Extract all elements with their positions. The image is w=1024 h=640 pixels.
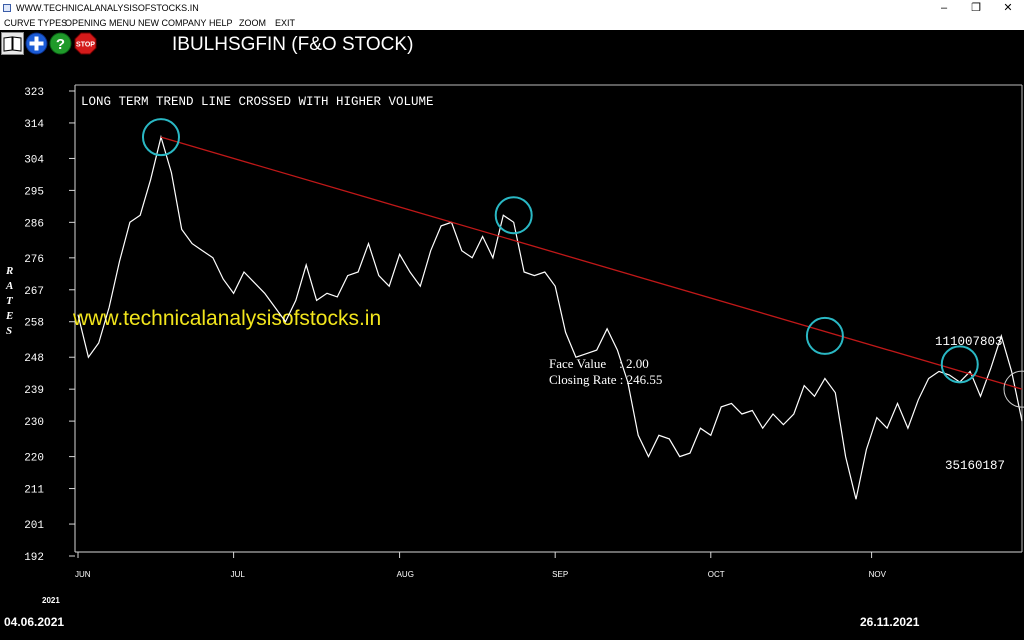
start-date: 04.06.2021 [4,615,65,629]
y-axis-label-letter: A [5,280,13,292]
x-month-label: JUL [231,570,246,579]
y-axis-label-letter: R [5,265,13,277]
y-tick-label: 192 [24,552,44,564]
menu-new-company[interactable]: NEW COMPANY [138,18,207,28]
x-month-label: NOV [869,570,887,579]
highlight-circle [805,316,844,355]
end-date: 26.11.2021 [860,615,920,629]
window-title: WWW.TECHNICALANALYSISOFSTOCKS.IN [16,3,199,13]
stock-title: IBULHSGFIN (F&O STOCK) [172,34,414,55]
highlight-circle [141,118,180,157]
stop-icon[interactable]: STOP [74,32,97,55]
y-axis-label-letter: E [5,310,13,322]
y-tick-label: 314 [24,119,44,131]
y-tick-label: 211 [24,485,44,497]
book-icon[interactable] [1,32,24,55]
plus-icon[interactable] [25,32,48,55]
y-tick-label: 248 [24,353,44,365]
menu-curve-types[interactable]: CURVE TYPES [4,18,68,28]
help-icon[interactable]: ? [49,32,72,55]
menu-opening-menu[interactable]: OPENING MENU [65,18,136,28]
x-month-label: AUG [397,570,414,579]
chart-background [0,58,1024,603]
y-tick-label: 295 [24,186,44,198]
y-tick-label: 323 [24,87,44,99]
stop-icon-label: STOP [76,42,95,49]
trend-line [160,136,1023,390]
y-tick-label: 304 [24,154,44,166]
y-tick-label: 230 [24,417,44,429]
price-series-line [77,134,1023,500]
watermark-text: www.technicalanalysisofstocks.in [72,307,381,330]
price-chart: 192 201 211 220 230 239 248 258 267 276 286 295 304 3… [0,58,1024,603]
highlight-circle [1003,370,1024,408]
x-axis: JUN JUL AUG SEP OCT NOV [75,552,887,579]
footer-year: 2021 [42,596,60,605]
y-tick-label: 276 [24,254,44,266]
y-axis-label-letter: T [6,295,14,307]
y-axis-label-letter: S [6,325,12,337]
restore-button[interactable]: ❐ [971,2,981,14]
marker-layer [141,118,1024,408]
close-button[interactable]: ✕ [1003,2,1013,14]
y-axis: 192 201 211 220 230 239 248 258 267 276 286 295 304 3… [24,87,75,564]
trend-layer [160,136,1023,390]
chart-annotation: LONG TERM TREND LINE CROSSED WITH HIGHER… [81,95,434,109]
menu-zoom[interactable]: ZOOM [239,18,266,28]
x-month-label: OCT [708,570,725,579]
series-layer [77,134,1023,500]
toolbar: ? STOP [0,30,1024,58]
x-month-label: JUN [75,570,91,579]
title-bar: WWW.TECHNICALANALYSISOFSTOCKS.IN – ❐ ✕ [0,0,1024,16]
minimize-button[interactable]: – [940,2,948,14]
menu-exit[interactable]: EXIT [275,18,296,28]
menu-help[interactable]: HELP [209,18,233,28]
app-icon [3,4,11,12]
volume-label-upper: 111007803 [935,335,1003,349]
y-tick-label: 267 [24,286,44,298]
x-month-label: SEP [552,570,568,579]
face-value-text: Face Value : 2.00 [549,356,649,371]
help-icon-label: ? [56,36,65,53]
highlight-circle [494,196,533,235]
y-tick-label: 201 [24,520,44,532]
y-tick-label: 258 [24,318,44,330]
menu-bar: CURVE TYPES OPENING MENU NEW COMPANY HEL… [0,16,1024,30]
y-tick-label: 239 [24,385,44,397]
closing-rate-text: Closing Rate : 246.55 [549,372,662,387]
y-tick-label: 220 [24,453,44,465]
volume-label-lower: 35160187 [945,459,1005,473]
y-tick-label: 286 [24,218,44,230]
highlight-circle [940,345,979,384]
